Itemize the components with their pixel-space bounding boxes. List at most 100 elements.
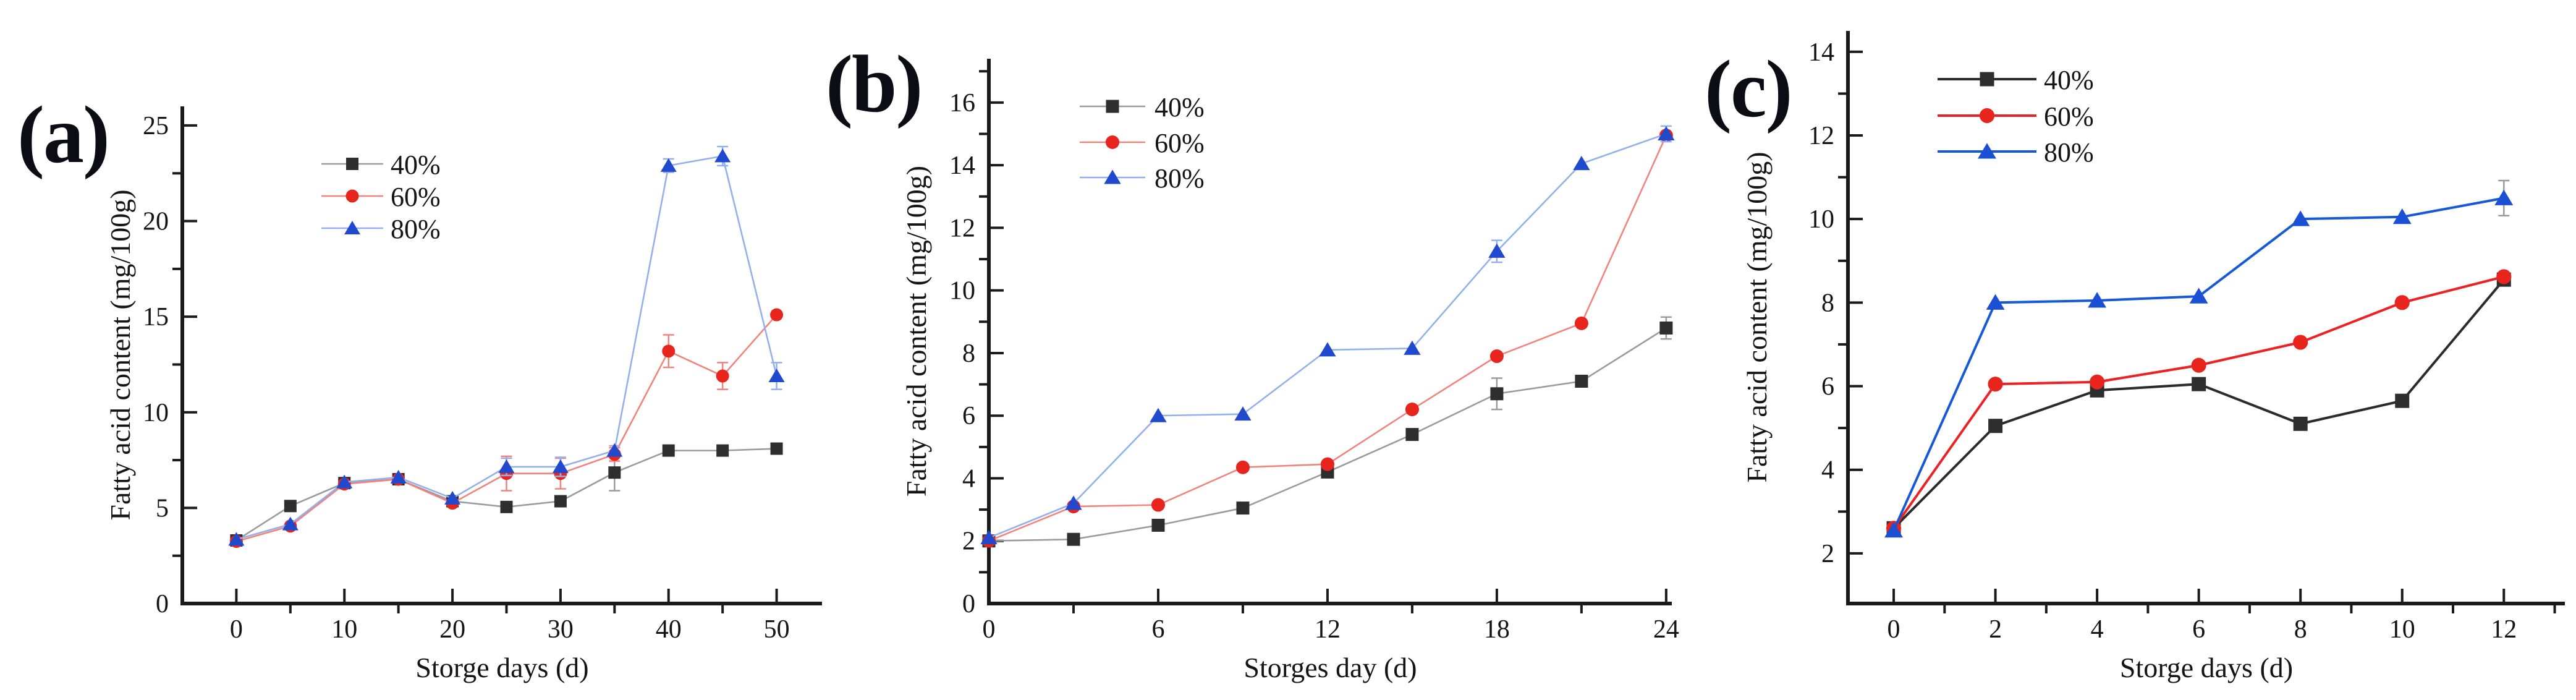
legend-label-80%: 80% [391, 214, 441, 244]
x-tick-label: 20 [439, 615, 465, 644]
data-point-60% [2394, 295, 2410, 310]
data-point-60% [716, 369, 729, 383]
y-tick-label: 0 [156, 590, 169, 618]
y-axis-title-a: Fatty acid content (mg/100g) [104, 189, 136, 520]
data-point-80% [768, 369, 785, 383]
data-point-60% [1405, 403, 1419, 417]
chart-a: 0 10 20 30 40 50 0 5 10 15 20 25 Storge days (d) Fatt… [104, 106, 822, 683]
data-point-80% [282, 516, 299, 531]
y-tick-label: 8 [962, 339, 975, 368]
data-point-40% [716, 444, 729, 457]
data-point-60% [662, 344, 676, 358]
x-axis-title-c: Storge days (d) [2120, 652, 2293, 683]
legend-marker-80% [344, 221, 360, 234]
y-axis-title-b: Fatty acid content (mg/100g) [900, 166, 932, 497]
legend-item-40%: 40% [321, 150, 441, 180]
y-tick-label: 6 [1821, 373, 1834, 401]
series-80%-c [1884, 179, 2514, 538]
data-point-60% [1574, 316, 1588, 330]
x-tick-label: 12 [1315, 615, 1341, 644]
series-40%-b [982, 316, 1673, 548]
data-point-80% [1065, 495, 1082, 510]
legend-a: 40%60%80% [321, 150, 441, 244]
y-tick-label: 25 [143, 112, 169, 140]
data-point-40% [1575, 375, 1588, 388]
x-tick-label: 6 [1151, 615, 1164, 644]
y-tick-label: 2 [1821, 540, 1834, 568]
data-point-80% [1404, 340, 1421, 355]
data-point-40% [1067, 532, 1080, 546]
data-point-40% [2192, 377, 2206, 391]
y-axis-title-c: Fatty acid content (mg/100g) [1741, 152, 1773, 482]
data-point-40% [662, 444, 675, 457]
y-tick-label: 5 [156, 494, 169, 523]
data-point-80% [1986, 294, 2005, 310]
legend-label-40%: 40% [1155, 92, 1205, 122]
series-line-40% [1892, 278, 2505, 529]
legend-marker-60% [1105, 135, 1120, 150]
data-point-80% [498, 459, 515, 473]
x-tick-label: 4 [2091, 615, 2104, 644]
data-point-80% [2189, 288, 2208, 304]
data-point-80% [606, 443, 623, 457]
data-point-80% [2291, 210, 2310, 226]
data-point-40% [2395, 393, 2410, 408]
data-point-60% [1320, 457, 1334, 471]
data-point-80% [714, 148, 731, 163]
data-point-60% [1988, 377, 2003, 392]
legend-item-60%: 60% [1080, 128, 1205, 158]
data-point-60% [2191, 357, 2206, 373]
y-tick-label: 14 [949, 152, 975, 180]
y-tick-label: 0 [962, 590, 975, 618]
x-axis-title-b: Storges day (d) [1244, 652, 1417, 683]
legend-marker-40% [1980, 72, 1994, 87]
x-tick-label: 10 [331, 615, 357, 644]
y-tick-label: 20 [143, 208, 169, 236]
data-point-40% [284, 500, 297, 513]
x-tick-label: 10 [2389, 615, 2415, 644]
y-tick-label: 14 [1808, 38, 1834, 67]
data-point-40% [1236, 502, 1250, 515]
panel-label-b: (b) [826, 38, 923, 129]
legend-item-80%: 80% [1080, 163, 1205, 194]
data-point-40% [1988, 419, 2003, 433]
y-tick-label: 12 [1808, 122, 1834, 150]
legend-label-60%: 60% [391, 182, 441, 212]
x-tick-label: 40 [656, 615, 682, 644]
legend-marker-80% [1978, 143, 1996, 159]
panel-label-a: (a) [17, 89, 110, 180]
legend-label-60%: 60% [2044, 101, 2094, 132]
legend-label-80%: 80% [1155, 163, 1205, 194]
data-point-40% [500, 500, 513, 513]
x-tick-label: 8 [2294, 615, 2307, 644]
data-point-60% [2090, 374, 2105, 390]
chart-c: 0 2 4 6 8 10 12 2 4 6 8 10 12 14 Storge days (d) Fatty … [1741, 31, 2565, 683]
x-tick-label: 0 [983, 615, 996, 644]
data-point-80% [2088, 292, 2107, 308]
y-tick-label: 6 [962, 402, 975, 430]
series-80%-b [980, 125, 1675, 545]
legend-item-40%: 40% [1938, 65, 2094, 95]
y-tick-label: 12 [949, 214, 975, 242]
legend-label-40%: 40% [391, 150, 441, 180]
y-tick-label: 15 [143, 303, 169, 331]
data-point-80% [1658, 126, 1675, 141]
legend-marker-40% [1106, 100, 1119, 113]
data-point-80% [1488, 243, 1506, 258]
data-point-60% [1489, 349, 1504, 364]
data-point-80% [1234, 406, 1252, 421]
data-point-80% [390, 469, 407, 484]
data-point-40% [1151, 518, 1165, 532]
x-tick-label: 2 [1989, 615, 2002, 644]
legend-item-60%: 60% [321, 182, 441, 212]
y-tick-label: 8 [1821, 289, 1834, 317]
data-point-40% [1405, 428, 1419, 442]
data-point-80% [336, 474, 353, 489]
data-point-80% [228, 532, 245, 546]
legend-marker-40% [346, 158, 358, 170]
data-point-80% [2392, 208, 2412, 224]
y-tick-label: 2 [962, 527, 975, 556]
